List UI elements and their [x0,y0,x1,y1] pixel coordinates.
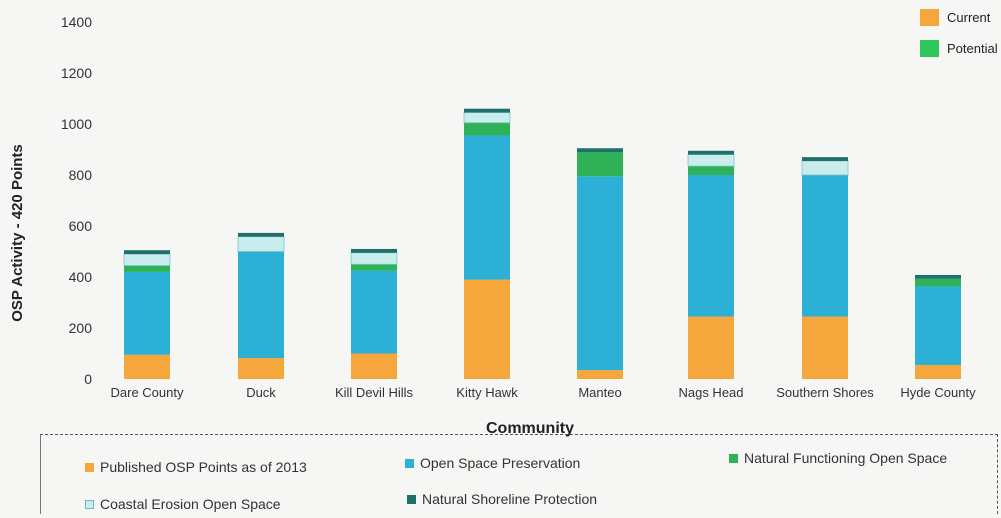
x-tick-label: Manteo [578,385,621,400]
bar-segment [915,274,961,279]
bar-segment [688,316,734,379]
x-tick-label: Hyde County [900,385,976,400]
bar-segment [802,316,848,379]
bar-segment [124,271,170,355]
bar-segment [124,250,170,255]
top-legend-current: Current [920,6,1001,28]
bar-segment [238,232,284,237]
bar-segment [123,253,171,266]
top-legend-label-current: Current [947,9,991,25]
y-tick-label: 600 [69,218,93,234]
top-legend: Current Potential [920,6,1001,68]
y-tick-label: 1000 [61,116,92,132]
legend-item-published-osp: Published OSP Points as of 2013 [85,459,307,475]
legend: Published OSP Points as of 2013 Open Spa… [40,434,998,514]
y-axis-title: OSP Activity - 420 Points [9,144,26,322]
bar-segment [124,354,170,379]
top-legend-potential: Potential [920,37,1001,59]
legend-swatch-coastal-erosion [85,499,94,509]
bar-segment [915,364,961,379]
x-axis-title: Community [486,420,574,437]
top-legend-label-potential: Potential [947,40,998,56]
y-tick-label: 200 [69,320,93,336]
y-tick-label: 800 [69,167,93,183]
bar-segment [351,353,397,379]
legend-swatch-published-osp [85,462,94,472]
legend-item-open-space-preservation: Open Space Preservation [405,455,580,471]
bar-segment [688,166,734,175]
bar-segment [577,176,623,371]
y-tick-label: 1400 [61,14,92,30]
bar-segment [237,236,285,252]
y-tick-label: 0 [84,371,92,387]
legend-label-open-space-preservation: Open Space Preservation [420,455,581,471]
legend-label-published-osp: Published OSP Points as of 2013 [100,459,307,475]
bar-segment [688,175,734,317]
bar-segment [351,270,397,354]
y-axis-ticks: 0 200 400 600 800 1000 1200 1400 [61,14,92,387]
potential-swatch [920,39,939,57]
legend-item-natural-functioning: Natural Functioning Open Space [729,450,947,466]
bar-segment [687,154,735,167]
bar-segment [124,265,170,272]
current-swatch [920,8,939,26]
legend-label-natural-functioning: Natural Functioning Open Space [744,450,948,466]
x-tick-label: Nags Head [678,385,743,400]
x-tick-label: Duck [246,385,276,400]
legend-item-natural-shoreline: Natural Shoreline Protection [407,491,597,507]
legend-label-coastal-erosion: Coastal Erosion Open Space [100,496,281,512]
x-axis-labels: Dare County Duck Kill Devil Hills Kitty Haw… [111,385,977,400]
x-tick-label: Dare County [111,385,184,400]
bar-segment [238,358,284,379]
bar-segment [577,148,623,153]
bar-segment [464,122,510,136]
bar-segment [464,135,510,280]
bar-segment [802,157,848,161]
bar-segment [802,175,848,317]
x-tick-label: Kitty Hawk [456,385,518,400]
bar-segment [801,160,849,176]
y-tick-label: 1200 [61,65,92,81]
bar-segment [350,252,398,265]
bar-segment [915,278,961,287]
x-tick-label: Southern Shores [776,385,874,400]
bar-segment [915,286,961,365]
bars-layer [123,108,961,379]
x-tick-label: Kill Devil Hills [335,385,414,400]
bar-segment [238,251,284,359]
y-tick-label: 400 [69,269,93,285]
bar-segment [464,279,510,379]
bar-segment [577,370,623,379]
bar-segment [351,264,397,271]
legend-swatch-open-space-preservation [405,458,414,468]
legend-label-natural-shoreline: Natural Shoreline Protection [422,491,598,507]
bar-segment [577,152,623,177]
bar-segment [351,248,397,253]
bar-segment [688,150,734,155]
legend-swatch-natural-functioning [729,453,738,463]
legend-item-coastal-erosion: Coastal Erosion Open Space [85,496,281,512]
bar-segment [464,108,510,113]
bar-segment [463,112,511,124]
legend-swatch-natural-shoreline [407,494,416,504]
